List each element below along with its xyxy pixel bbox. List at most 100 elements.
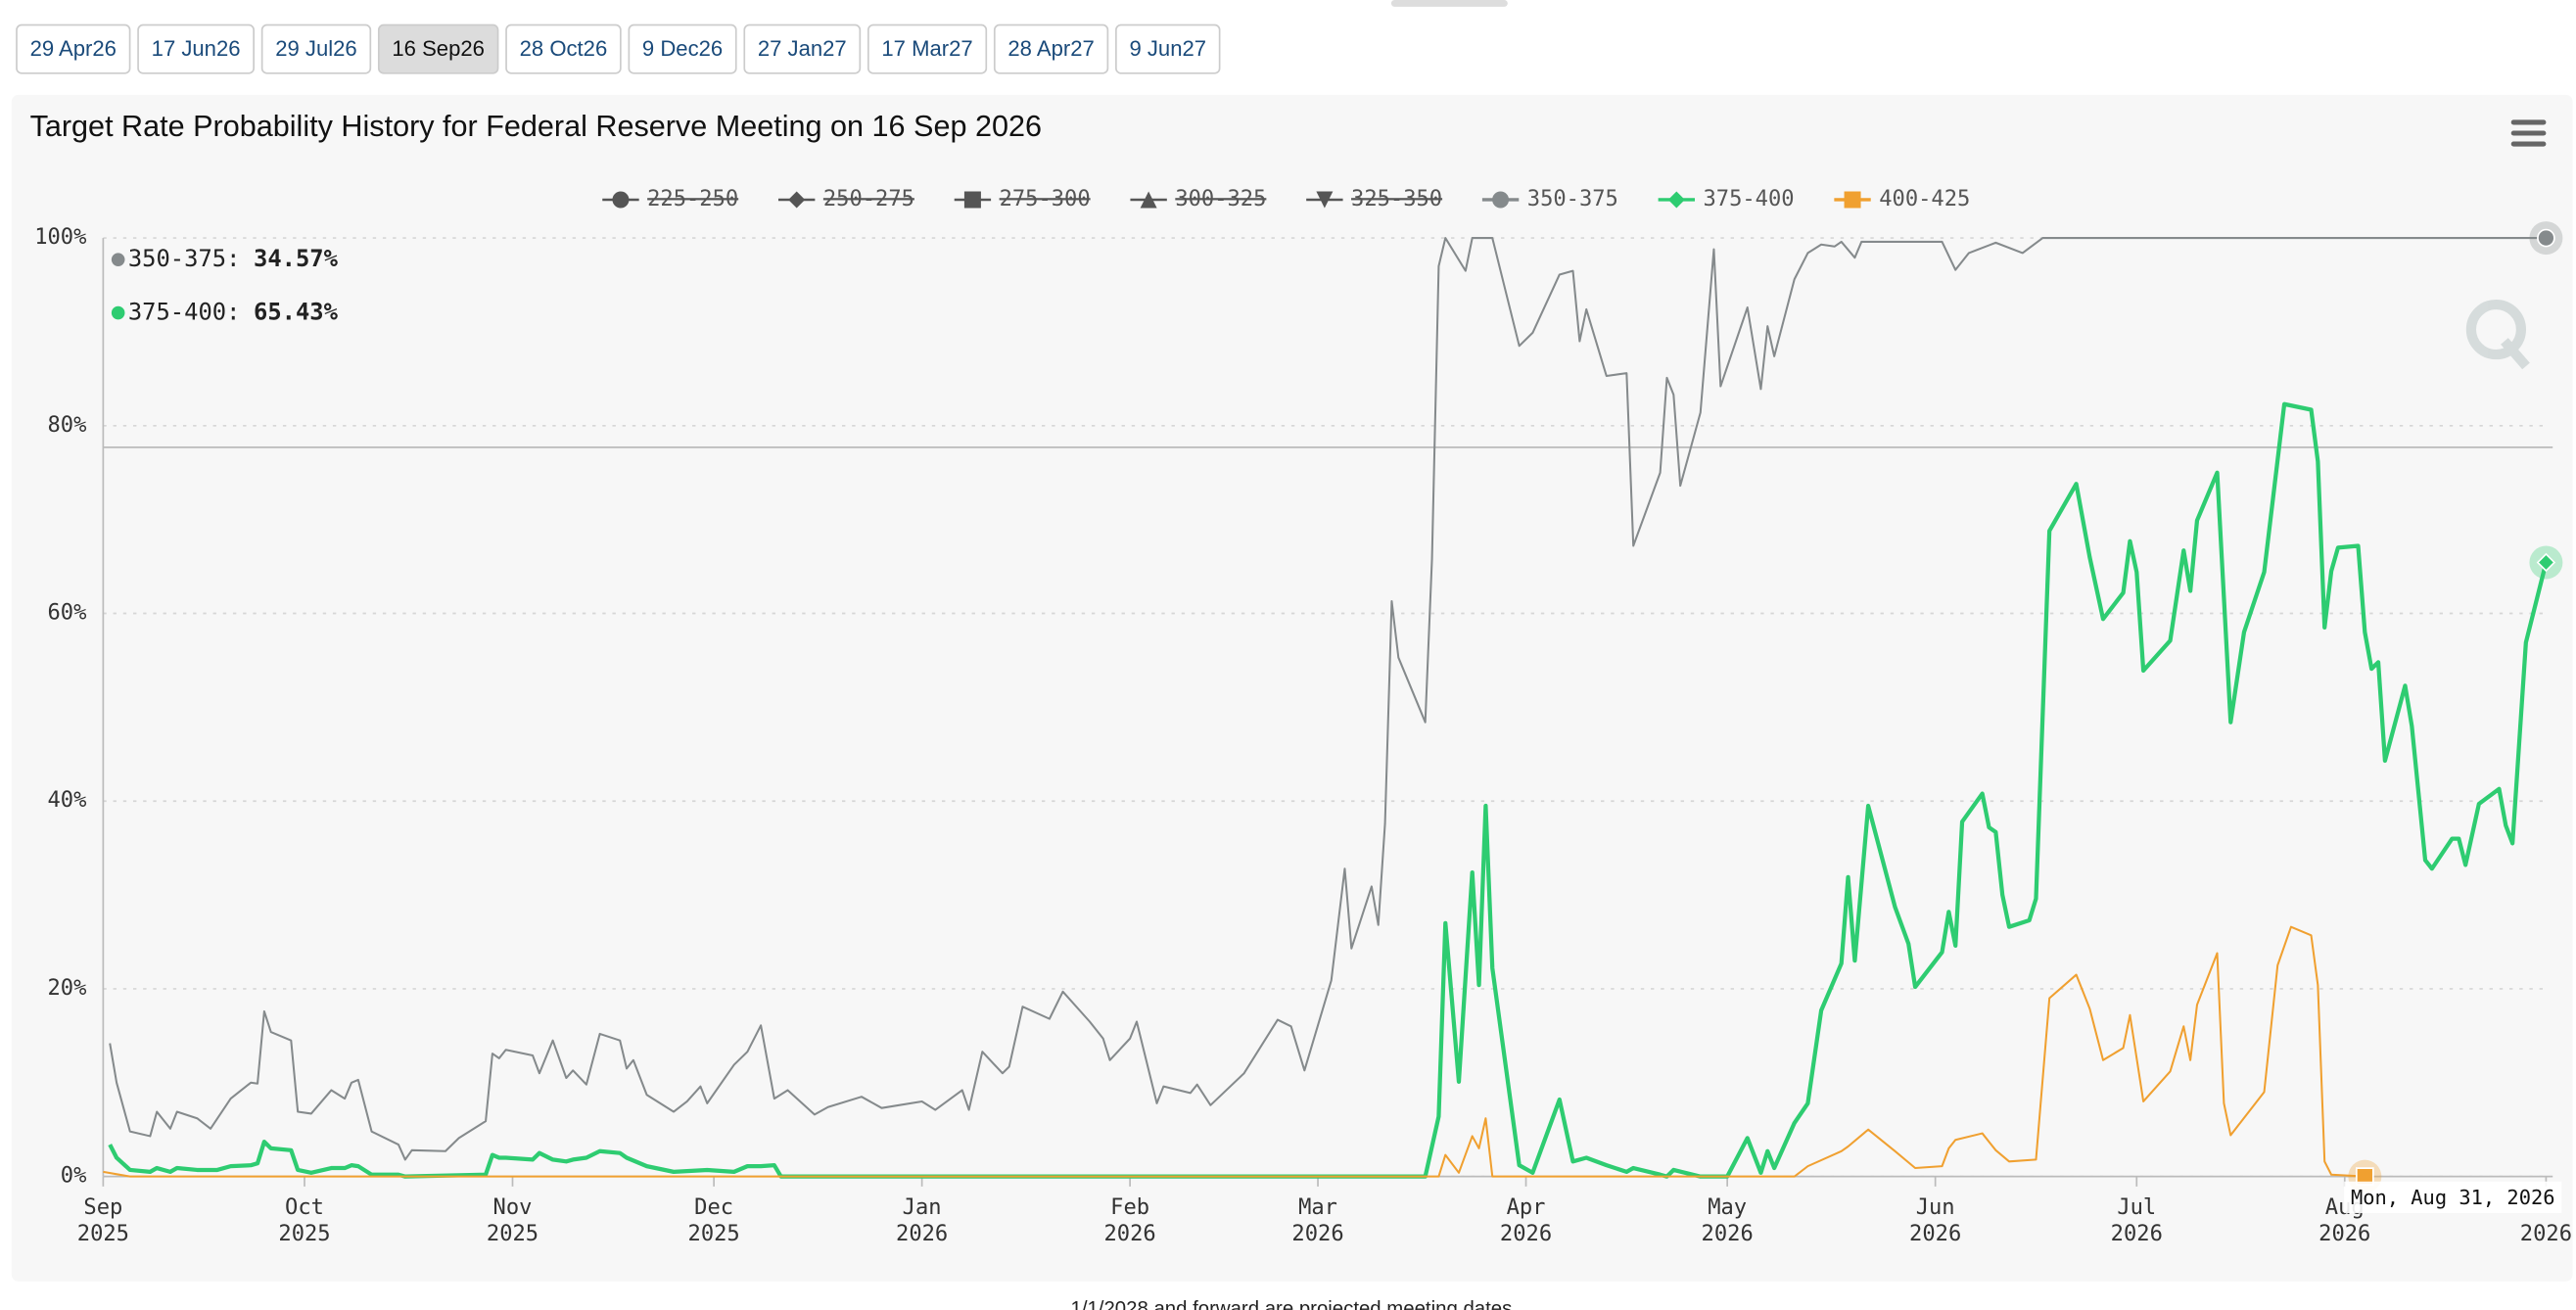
hover-marker <box>2529 545 2563 580</box>
marker <box>2536 552 2556 573</box>
legend-item[interactable]: 275-300 <box>954 186 1091 211</box>
watermark <box>2465 299 2530 370</box>
meeting-tab[interactable]: 29 Apr26 <box>16 23 131 74</box>
legend-label[interactable]: 375-400 <box>1704 186 1795 211</box>
tab-label[interactable]: 9 Dec26 <box>642 36 723 61</box>
x-tick-label: Oct 2025 <box>278 1194 330 1246</box>
menu-bar[interactable] <box>2510 130 2547 136</box>
tab-box[interactable] <box>993 23 1109 74</box>
menu-bar[interactable] <box>2510 119 2547 125</box>
marker[interactable] <box>1844 191 1861 209</box>
y-tick-label: 20% <box>47 975 86 1001</box>
hover-marker <box>2529 221 2563 256</box>
y-tick-label: 100% <box>34 224 86 250</box>
tab-box[interactable] <box>137 23 255 74</box>
legend-item[interactable]: 300-325 <box>1130 186 1266 211</box>
tab-box[interactable] <box>377 23 499 74</box>
tooltip-value: 34.57% <box>254 245 339 272</box>
legend-label[interactable]: 250-275 <box>823 186 914 211</box>
footer-note: 1/1/2028 and forward are projected meeti… <box>1070 1298 1512 1310</box>
tooltip-dot <box>111 253 125 266</box>
meeting-tab[interactable]: 9 Dec26 <box>628 23 737 74</box>
x-tick-label: Apr 2026 <box>1500 1194 1552 1246</box>
meeting-tab[interactable]: 17 Mar27 <box>866 23 988 74</box>
tooltip-row: 350-375: 34.57% <box>128 245 339 272</box>
tab-label[interactable]: 17 Jun26 <box>152 36 241 61</box>
top-tab <box>1390 0 1508 7</box>
legend-label[interactable]: 400-425 <box>1879 186 1970 211</box>
plot: 0% 20% 40% 60% 80% 100% Sep 2025 Oct 2025 Nov 2025 D… <box>34 186 2572 1246</box>
legend-item[interactable]: 350-375 <box>1481 186 1618 211</box>
y-tick-label: 0% <box>61 1163 87 1189</box>
legend: 225-250 250-275 275-300 300-325 325-350 350-3… <box>602 186 1970 211</box>
tooltip-dot <box>111 305 125 320</box>
legend-label[interactable]: 325-350 <box>1351 186 1442 211</box>
legend-item[interactable]: 400-425 <box>1834 186 1970 211</box>
chart-title: Target Rate Probability History for Fede… <box>30 110 1042 143</box>
tooltip-row: 375-400: 65.43% <box>128 298 339 325</box>
legend-item[interactable]: 325-350 <box>1306 186 1442 211</box>
tab-box[interactable] <box>505 23 622 74</box>
x-tick-label: Feb 2026 <box>1104 1194 1156 1246</box>
tab-label[interactable]: 28 Apr27 <box>1007 36 1094 61</box>
watermark-ring <box>2465 299 2527 360</box>
y-tick-label: 80% <box>47 412 86 438</box>
chart-panel <box>11 94 2573 1282</box>
x-tick-label: Jul 2026 <box>2111 1194 2163 1246</box>
legend-item[interactable]: 375-400 <box>1658 186 1795 211</box>
legend-label[interactable]: 350-375 <box>1527 186 1618 211</box>
tooltip: 350-375: 34.57% 375-400: 65.43% <box>111 245 339 325</box>
x-tick-label: Dec 2025 <box>688 1194 740 1246</box>
tab-label[interactable]: 28 Oct26 <box>520 36 608 61</box>
marker[interactable] <box>612 191 630 209</box>
y-tick-label: 40% <box>47 787 86 813</box>
meeting-tabs: 29 Apr26 17 Jun26 29 Jul26 16 Sep26 28 Oct26… <box>16 23 1221 74</box>
legend-label[interactable]: 300-325 <box>1175 186 1266 211</box>
tab-box[interactable] <box>16 23 131 74</box>
tooltip-date: Mon, Aug 31, 2026 <box>2351 1186 2555 1209</box>
x-tick-label: Sep 2025 <box>77 1194 129 1246</box>
meeting-tab[interactable]: 17 Jun26 <box>137 23 255 74</box>
meeting-tab[interactable]: 27 Jan27 <box>743 23 862 74</box>
series-line <box>103 925 2365 1178</box>
x-tick-label: Jun 2026 <box>1909 1194 1961 1246</box>
menu-button[interactable] <box>2510 119 2547 147</box>
marker[interactable] <box>1316 191 1334 209</box>
y-tick-label: 60% <box>47 600 86 626</box>
tab-box[interactable] <box>866 23 988 74</box>
tab-label[interactable]: 27 Jan27 <box>758 36 847 61</box>
meeting-tab[interactable]: 28 Oct26 <box>505 23 622 74</box>
tab-label[interactable]: 29 Apr26 <box>30 36 117 61</box>
legend-label[interactable]: 225-250 <box>647 186 738 211</box>
tab-label[interactable]: 9 Jun27 <box>1129 36 1206 61</box>
tab-label[interactable]: 29 Jul26 <box>275 36 356 61</box>
series-line <box>109 237 2547 1161</box>
x-tick-label: May 2026 <box>1702 1194 1754 1246</box>
menu-bar[interactable] <box>2510 141 2547 147</box>
x-tick-label: Jan 2026 <box>896 1194 948 1246</box>
x-tick-label: Mar 2026 <box>1291 1194 1343 1246</box>
marker <box>2537 228 2555 248</box>
tooltip-label: 350-375: <box>128 245 241 272</box>
tab-box[interactable] <box>260 23 372 74</box>
legend-item[interactable]: 225-250 <box>602 186 738 211</box>
tooltip-value: 65.43% <box>254 298 339 325</box>
tab-box[interactable] <box>628 23 737 74</box>
tooltip-label: 375-400: <box>128 298 241 325</box>
tab-label[interactable]: 16 Sep26 <box>392 36 485 61</box>
meeting-tab[interactable]: 28 Apr27 <box>993 23 1109 74</box>
tooltip-date-box <box>2344 1181 2562 1214</box>
tab-box[interactable] <box>743 23 862 74</box>
meeting-tab[interactable]: 16 Sep26 <box>377 23 499 74</box>
tab-label[interactable]: 17 Mar27 <box>881 36 972 61</box>
legend-label[interactable]: 275-300 <box>1000 186 1091 211</box>
x-tick-label: 2026 <box>2520 1221 2572 1246</box>
marker[interactable] <box>1140 191 1157 209</box>
meeting-tab[interactable]: 29 Jul26 <box>260 23 372 74</box>
marker[interactable] <box>963 191 981 209</box>
meeting-tab[interactable]: 9 Jun27 <box>1115 23 1221 74</box>
tab-box[interactable] <box>1115 23 1221 74</box>
marker[interactable] <box>1492 191 1510 209</box>
